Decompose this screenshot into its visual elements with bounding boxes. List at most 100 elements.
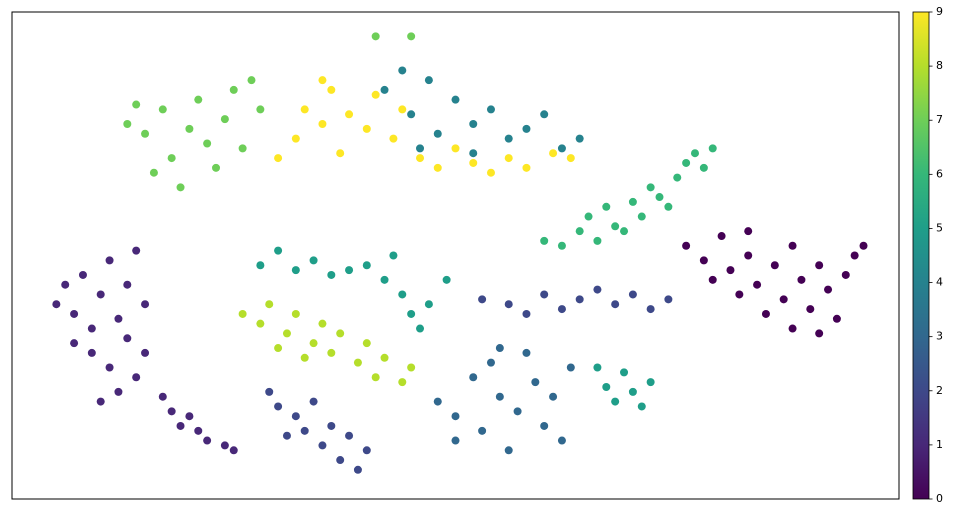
- point: [238, 309, 247, 318]
- point: [620, 368, 629, 377]
- point: [540, 110, 549, 119]
- point: [637, 212, 646, 221]
- point: [495, 392, 504, 401]
- point: [761, 309, 770, 318]
- point: [291, 134, 300, 143]
- point: [549, 392, 558, 401]
- point: [274, 344, 283, 353]
- point: [682, 158, 691, 167]
- point: [353, 465, 362, 474]
- point: [327, 421, 336, 430]
- point: [371, 90, 380, 99]
- point: [504, 300, 513, 309]
- point: [486, 168, 495, 177]
- point: [566, 154, 575, 163]
- point: [416, 324, 425, 333]
- point: [726, 266, 735, 275]
- point: [637, 402, 646, 411]
- point: [132, 246, 141, 255]
- point: [557, 436, 566, 445]
- point: [735, 290, 744, 299]
- point: [380, 275, 389, 284]
- point: [52, 300, 61, 309]
- point: [690, 149, 699, 158]
- point: [212, 163, 221, 172]
- point: [451, 144, 460, 153]
- point: [575, 295, 584, 304]
- point: [318, 76, 327, 85]
- point: [628, 197, 637, 206]
- point: [282, 431, 291, 440]
- point: [220, 441, 229, 450]
- point: [655, 193, 664, 202]
- point: [717, 232, 726, 241]
- colorbar-tick-label: 9: [936, 5, 943, 18]
- point: [513, 407, 522, 416]
- point: [114, 387, 123, 396]
- point: [141, 300, 150, 309]
- points: [52, 32, 868, 474]
- point: [87, 348, 96, 357]
- point: [123, 280, 132, 289]
- point: [256, 261, 265, 270]
- point: [203, 139, 212, 148]
- point: [424, 300, 433, 309]
- point: [380, 353, 389, 362]
- colorbar-tick-label: 5: [936, 221, 943, 234]
- point: [336, 149, 345, 158]
- point: [132, 373, 141, 382]
- point: [815, 329, 824, 338]
- point: [664, 202, 673, 211]
- point: [96, 290, 105, 299]
- point: [398, 66, 407, 75]
- point: [753, 280, 762, 289]
- point: [602, 382, 611, 391]
- point: [522, 309, 531, 318]
- colorbar-tick-label: 6: [936, 167, 943, 180]
- point: [770, 261, 779, 270]
- point: [398, 105, 407, 114]
- point: [433, 397, 442, 406]
- point: [832, 314, 841, 323]
- point: [132, 100, 141, 109]
- point: [433, 163, 442, 172]
- point: [557, 241, 566, 250]
- point: [87, 324, 96, 333]
- point: [611, 222, 620, 231]
- point: [469, 149, 478, 158]
- point: [291, 309, 300, 318]
- point: [673, 173, 682, 182]
- point: [478, 295, 487, 304]
- point: [504, 446, 513, 455]
- point: [265, 387, 274, 396]
- point: [238, 144, 247, 153]
- point: [708, 144, 717, 153]
- point: [203, 436, 212, 445]
- point: [291, 412, 300, 421]
- point: [309, 256, 318, 265]
- point: [309, 339, 318, 348]
- point: [362, 446, 371, 455]
- point: [557, 305, 566, 314]
- point: [362, 339, 371, 348]
- point: [531, 378, 540, 387]
- point: [628, 290, 637, 299]
- point: [859, 241, 868, 250]
- point: [557, 144, 566, 153]
- point: [345, 431, 354, 440]
- point: [611, 397, 620, 406]
- point: [451, 436, 460, 445]
- point: [141, 129, 150, 138]
- point: [433, 129, 442, 138]
- point: [549, 149, 558, 158]
- point: [114, 314, 123, 323]
- point: [265, 300, 274, 309]
- point: [371, 32, 380, 41]
- point: [486, 105, 495, 114]
- point: [593, 363, 602, 372]
- point: [451, 95, 460, 104]
- point: [291, 266, 300, 275]
- point: [407, 32, 416, 41]
- point: [628, 387, 637, 396]
